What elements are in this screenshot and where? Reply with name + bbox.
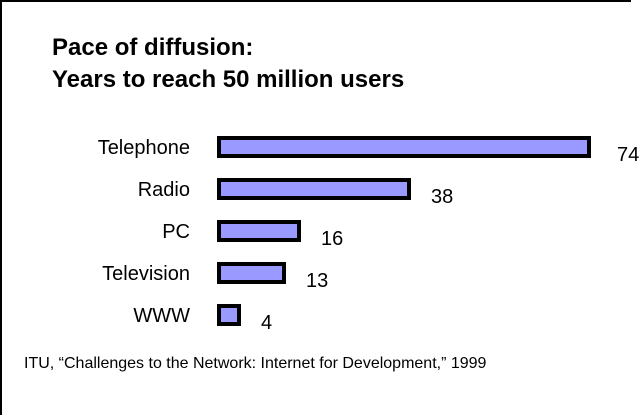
- source-note: ITU, “Challenges to the Network: Interne…: [24, 355, 487, 372]
- value-label-telephone: 74: [617, 144, 639, 166]
- bar-radio: [217, 178, 411, 200]
- category-label-telephone: Telephone: [98, 137, 190, 159]
- chart-title: Pace of diffusion: Years to reach 50 mil…: [52, 32, 404, 96]
- value-label-pc: 16: [321, 228, 343, 250]
- value-label-www: 4: [261, 312, 272, 334]
- title-line-2: Years to reach 50 million users: [52, 66, 405, 93]
- category-label-television: Television: [102, 263, 190, 285]
- category-label-pc: PC: [162, 221, 190, 243]
- bar-pc: [217, 220, 301, 242]
- title-line-1: Pace of diffusion:: [52, 34, 254, 61]
- bar-www: [217, 304, 241, 326]
- value-label-radio: 38: [431, 186, 453, 208]
- bar-television: [217, 262, 286, 284]
- category-label-www: WWW: [133, 305, 190, 327]
- value-label-television: 13: [306, 270, 328, 292]
- category-label-radio: Radio: [138, 179, 190, 201]
- bar-telephone: [217, 136, 591, 158]
